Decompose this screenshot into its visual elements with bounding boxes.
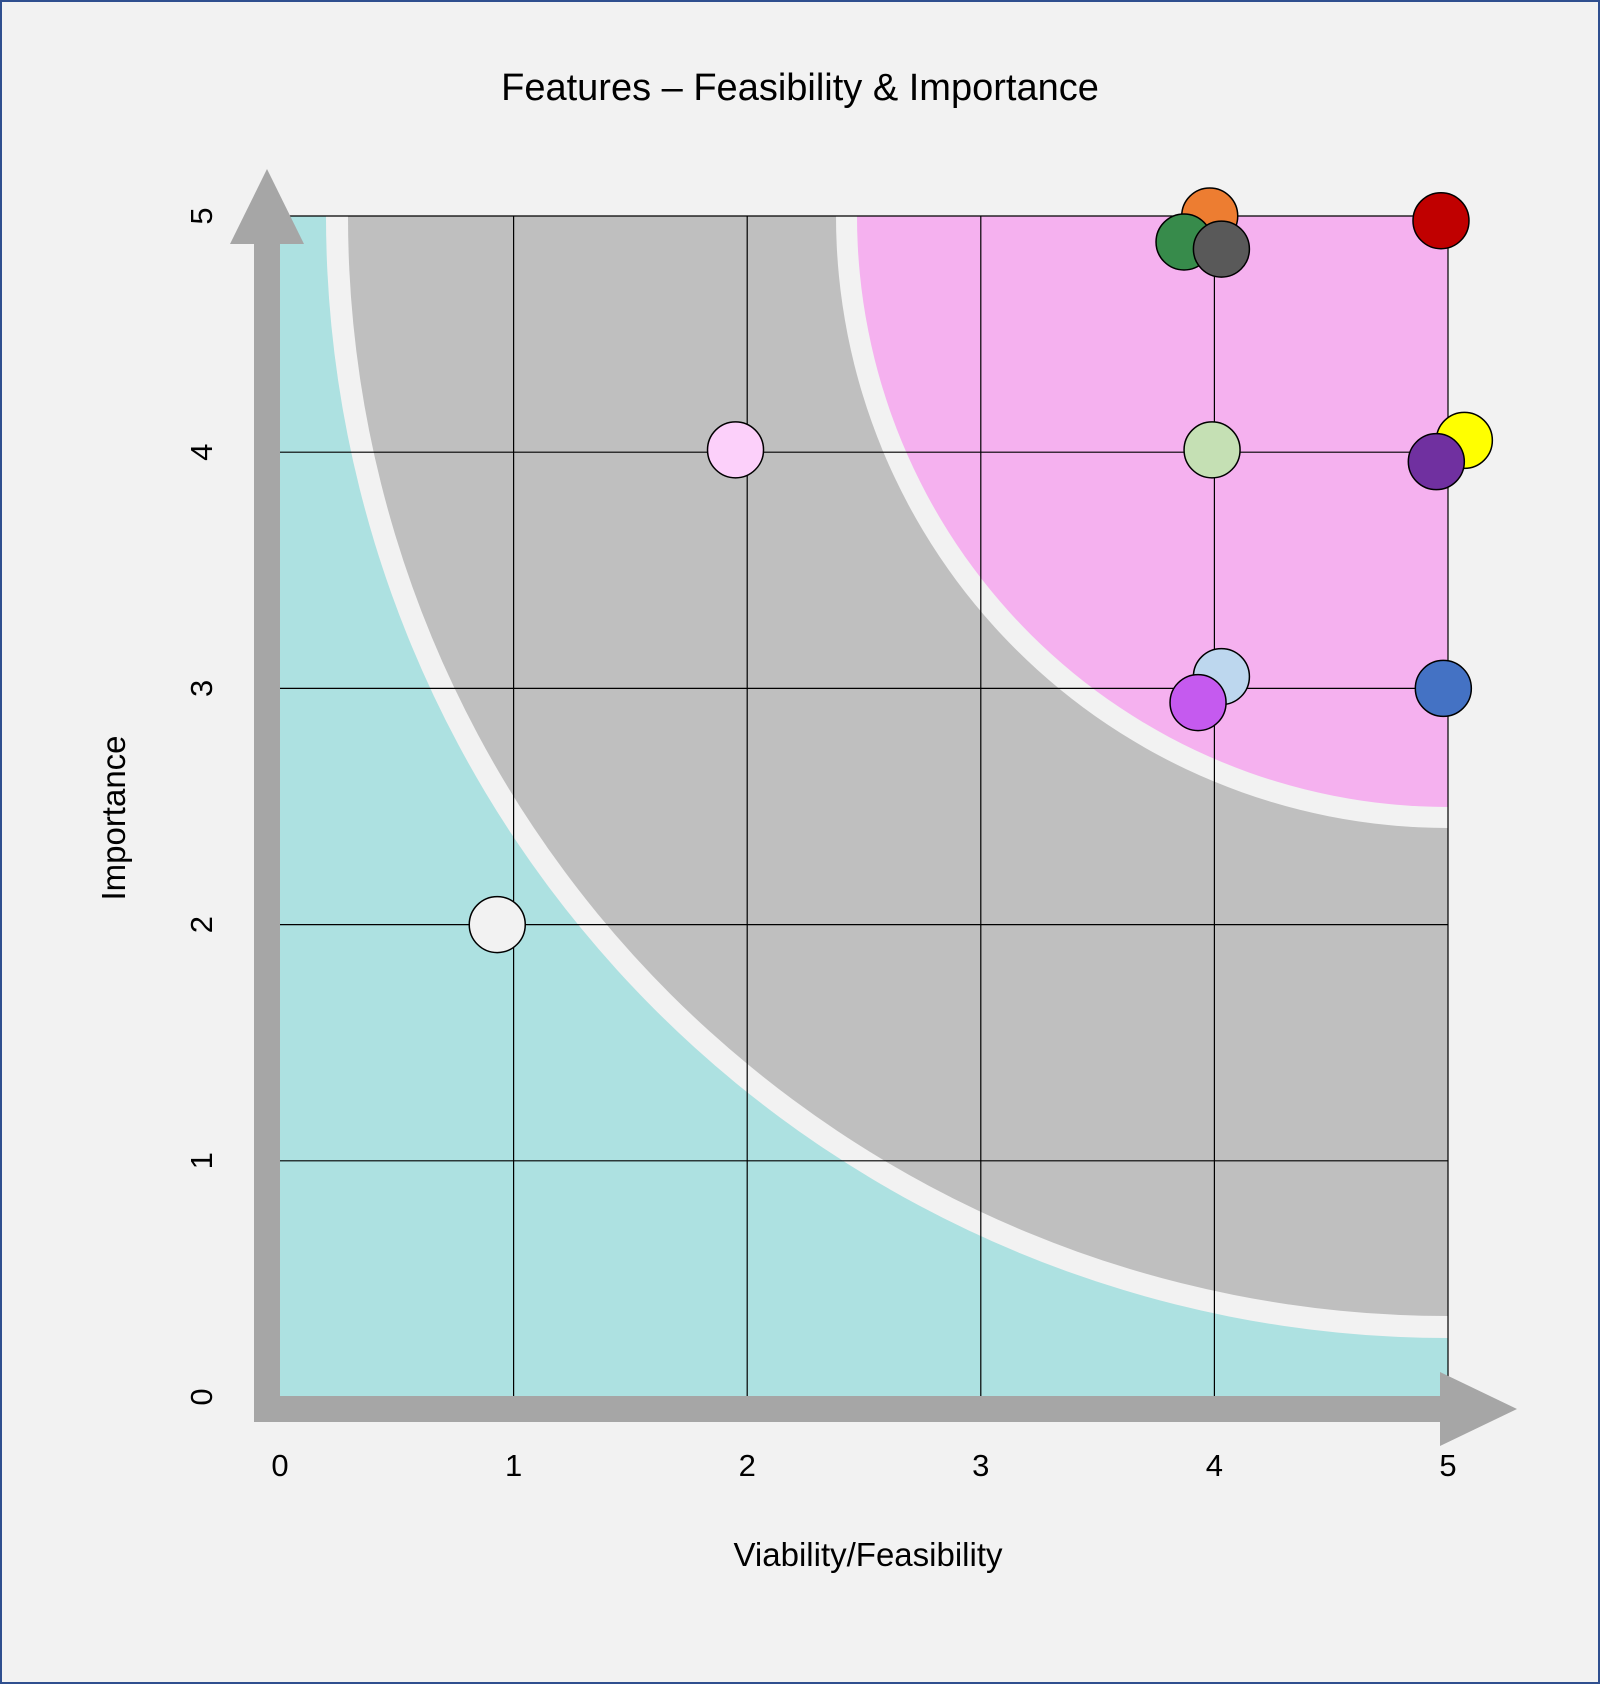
- y-axis-label: Importance: [95, 735, 132, 900]
- zones-layer: [280, 216, 1448, 1397]
- x-tick-label: 5: [1439, 1448, 1456, 1483]
- data-point: [468, 895, 526, 954]
- ticks-layer: 0 1 2 3 4 5 0 1 2 3 4 5: [184, 207, 1457, 1483]
- grid-layer: [280, 215, 1449, 1397]
- y-tick-label: 2: [184, 916, 219, 933]
- zone-high: [857, 216, 1448, 807]
- data-point: [1183, 421, 1241, 479]
- data-point: [1407, 432, 1466, 491]
- x-tick-label: 0: [271, 1448, 288, 1483]
- y-tick-label: 3: [184, 680, 219, 697]
- data-point: [1169, 673, 1227, 732]
- y-tick-label: 5: [184, 207, 219, 224]
- chart-title: Features – Feasibility & Importance: [501, 67, 1099, 109]
- y-tick-label: 1: [184, 1152, 219, 1169]
- x-axis-label: Viability/Feasibility: [734, 1536, 1003, 1573]
- x-tick-label: 4: [1206, 1448, 1223, 1483]
- x-tick-label: 3: [972, 1448, 989, 1483]
- points-layer: [468, 187, 1494, 954]
- data-point: [706, 421, 765, 479]
- y-axis-bar: [254, 240, 280, 1421]
- x-axis-arrowhead: [1440, 1372, 1517, 1446]
- x-tick-label: 1: [505, 1448, 522, 1483]
- y-tick-label: 4: [184, 444, 219, 461]
- x-tick-label: 2: [739, 1448, 756, 1483]
- y-axis-arrowhead: [230, 169, 304, 244]
- y-tick-label: 0: [184, 1388, 219, 1405]
- axes-layer: [230, 169, 1517, 1446]
- data-point: [1412, 191, 1470, 250]
- data-point: [1414, 659, 1473, 718]
- data-point: [1192, 220, 1251, 278]
- x-axis-bar: [254, 1396, 1444, 1422]
